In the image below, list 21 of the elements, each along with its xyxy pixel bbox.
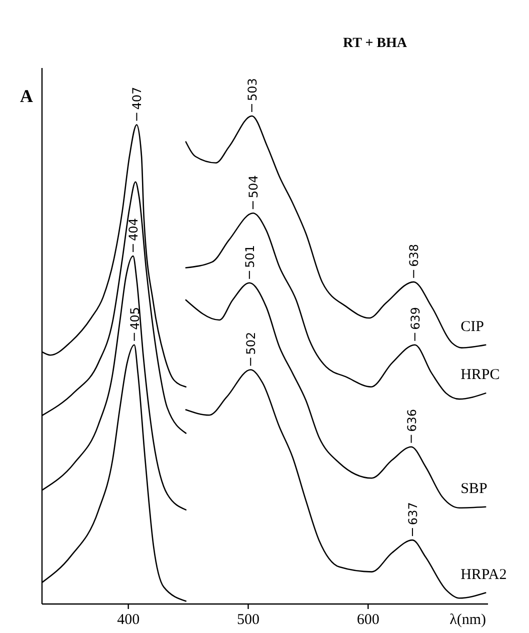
annotation: 639 xyxy=(408,306,422,330)
x-tick-label: 500 xyxy=(236,612,260,628)
chart-title: RT + BHA xyxy=(342,36,408,51)
annotation: 636 xyxy=(404,408,419,432)
x-axis-title: λ(nm) xyxy=(450,612,486,628)
annotation: 502 xyxy=(244,332,258,355)
text: A xyxy=(20,86,33,106)
annotation: 404 xyxy=(126,218,141,242)
series-label: CIP xyxy=(460,318,484,335)
annotation: 407 xyxy=(130,86,144,110)
annotation: 637 xyxy=(406,502,420,526)
series-label: HRPA2 xyxy=(460,566,507,583)
annotation: 501 xyxy=(242,244,257,268)
annotation: 405 xyxy=(128,306,142,330)
x-tick-label: 400 xyxy=(117,612,140,628)
annotation: 504 xyxy=(246,175,261,198)
annotation: 503 xyxy=(245,78,260,101)
x-tick-label: 600 xyxy=(356,612,380,628)
series-label: SBP xyxy=(460,480,488,497)
series-label: HRPC xyxy=(460,367,500,384)
annotation: 638 xyxy=(407,244,422,267)
